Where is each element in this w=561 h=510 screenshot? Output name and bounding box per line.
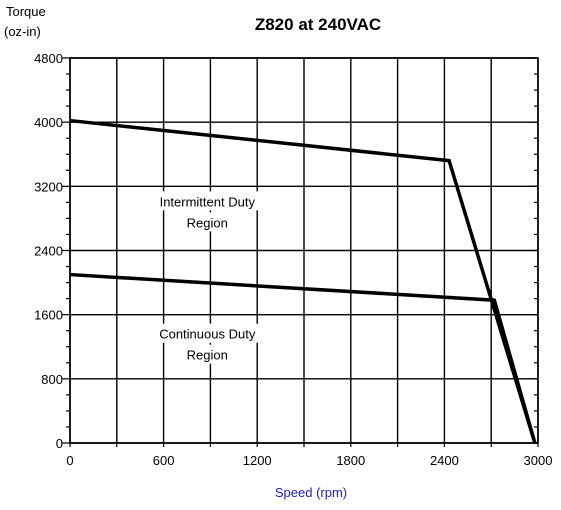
- region-annotation-line: Continuous Duty: [159, 327, 256, 342]
- region-annotation-line: Intermittent Duty: [160, 194, 256, 209]
- x-tick-label: 3000: [524, 453, 553, 468]
- x-tick-label: 600: [153, 453, 175, 468]
- annotation-background: [183, 344, 231, 364]
- x-tick-label: 0: [66, 453, 73, 468]
- region-annotations: Intermittent Duty Region Continuous Duty Re…: [144, 191, 271, 364]
- y-tick-labels: 0 800 1600 2400 3200 4000 4800: [34, 51, 63, 451]
- y-tick-label: 4000: [34, 115, 63, 130]
- region-annotation-line: Region: [187, 348, 228, 363]
- y-tick-label: 0: [56, 436, 63, 451]
- y-tick-label: 1600: [34, 308, 63, 323]
- curve-line: [69, 118, 537, 444]
- performance-curves: [69, 118, 537, 444]
- axis-ticks: [62, 57, 539, 447]
- y-axis-title-line-2: (oz-in): [4, 24, 41, 39]
- grid-lines: [69, 57, 539, 444]
- chart-title: Z820 at 240VAC: [255, 15, 381, 34]
- plot-frame: [69, 57, 539, 444]
- x-tick-label: 1800: [336, 453, 365, 468]
- y-tick-label: 2400: [34, 244, 63, 259]
- curve-line: [69, 272, 537, 444]
- annotation-background: [151, 323, 264, 343]
- annotation-background: [144, 191, 271, 211]
- y-tick-label: 800: [41, 372, 63, 387]
- y-axis-title-line-1: Torque: [6, 4, 46, 19]
- x-axis-title: Speed (rpm): [275, 485, 347, 500]
- x-tick-label: 1200: [243, 453, 272, 468]
- x-tick-labels: 0 600 1200 1800 2400 3000: [66, 453, 552, 468]
- y-tick-label: 3200: [34, 179, 63, 194]
- region-annotation-line: Region: [187, 215, 228, 230]
- y-tick-label: 4800: [34, 51, 63, 66]
- annotation-background: [183, 212, 231, 232]
- x-tick-label: 2400: [430, 453, 459, 468]
